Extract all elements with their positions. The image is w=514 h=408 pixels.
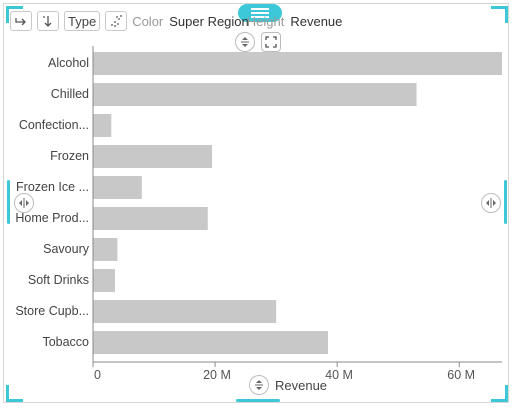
scatter-type-button[interactable] xyxy=(105,11,128,31)
fullscreen-icon xyxy=(265,36,277,48)
bar-0[interactable] xyxy=(93,52,502,75)
resize-corner-top-left[interactable] xyxy=(6,6,23,23)
bar-5[interactable] xyxy=(93,207,208,230)
category-label: Chilled xyxy=(50,86,89,101)
x-tick-label: 40 M xyxy=(325,368,353,382)
size-value[interactable]: Revenue xyxy=(290,13,343,29)
resize-corner-bottom-right[interactable] xyxy=(491,385,508,402)
bar-2[interactable] xyxy=(93,114,112,137)
category-label: Store Cupb... xyxy=(15,303,89,318)
sort-down-icon xyxy=(43,16,52,27)
bar-6[interactable] xyxy=(93,238,118,261)
arrow-right-icon xyxy=(15,18,26,26)
vertical-zoom-button[interactable] xyxy=(235,32,255,52)
resize-handle-right[interactable] xyxy=(504,180,507,224)
horizontal-zoom-button[interactable] xyxy=(249,375,269,395)
resize-corner-top-right[interactable] xyxy=(491,6,508,23)
type-button[interactable]: Type xyxy=(64,11,101,31)
category-label: Alcohol xyxy=(48,55,89,70)
split-horizontal-icon xyxy=(486,198,496,208)
height-label: Height xyxy=(246,13,285,29)
sort-button[interactable] xyxy=(37,11,59,31)
type-label: Type xyxy=(68,13,97,29)
category-label: Soft Drinks xyxy=(27,272,89,287)
category-label: Frozen Ice ... xyxy=(16,179,89,194)
x-axis-title[interactable]: Revenue xyxy=(275,378,328,393)
resize-handle-bottom[interactable] xyxy=(236,399,280,402)
category-label: Home Prod... xyxy=(15,210,89,225)
category-label: Confection... xyxy=(18,117,89,132)
resize-corner-bottom-left[interactable] xyxy=(6,385,23,402)
split-horizontal-icon xyxy=(19,198,29,208)
category-label: Frozen xyxy=(50,148,89,163)
bar-7[interactable] xyxy=(93,269,115,292)
bar-1[interactable] xyxy=(93,83,417,106)
bar-3[interactable] xyxy=(93,145,213,168)
color-label: Color xyxy=(132,13,164,29)
expand-vertical-icon xyxy=(255,380,263,390)
category-label: Tobacco xyxy=(42,334,89,349)
right-collapse-button[interactable] xyxy=(481,193,501,213)
hamburger-icon xyxy=(251,12,269,14)
left-collapse-button[interactable] xyxy=(14,193,34,213)
x-tick-label: 60 M xyxy=(447,368,476,382)
bar-4[interactable] xyxy=(93,176,142,199)
toolbar: Type Color Super Region Height Revenue xyxy=(10,10,348,32)
fullscreen-button[interactable] xyxy=(261,32,281,52)
resize-handle-left[interactable] xyxy=(7,180,10,224)
bar-8[interactable] xyxy=(93,300,277,323)
expand-vertical-icon xyxy=(241,37,249,47)
swap-axes-button[interactable] xyxy=(10,11,32,31)
color-value[interactable]: Super Region xyxy=(169,13,249,29)
drag-handle[interactable] xyxy=(238,4,282,22)
scatter-icon xyxy=(111,15,123,27)
bar-9[interactable] xyxy=(93,331,329,354)
x-tick-label: 20 M xyxy=(203,368,231,382)
x-tick-label: 0 xyxy=(94,368,101,382)
category-label: Savoury xyxy=(43,241,89,256)
